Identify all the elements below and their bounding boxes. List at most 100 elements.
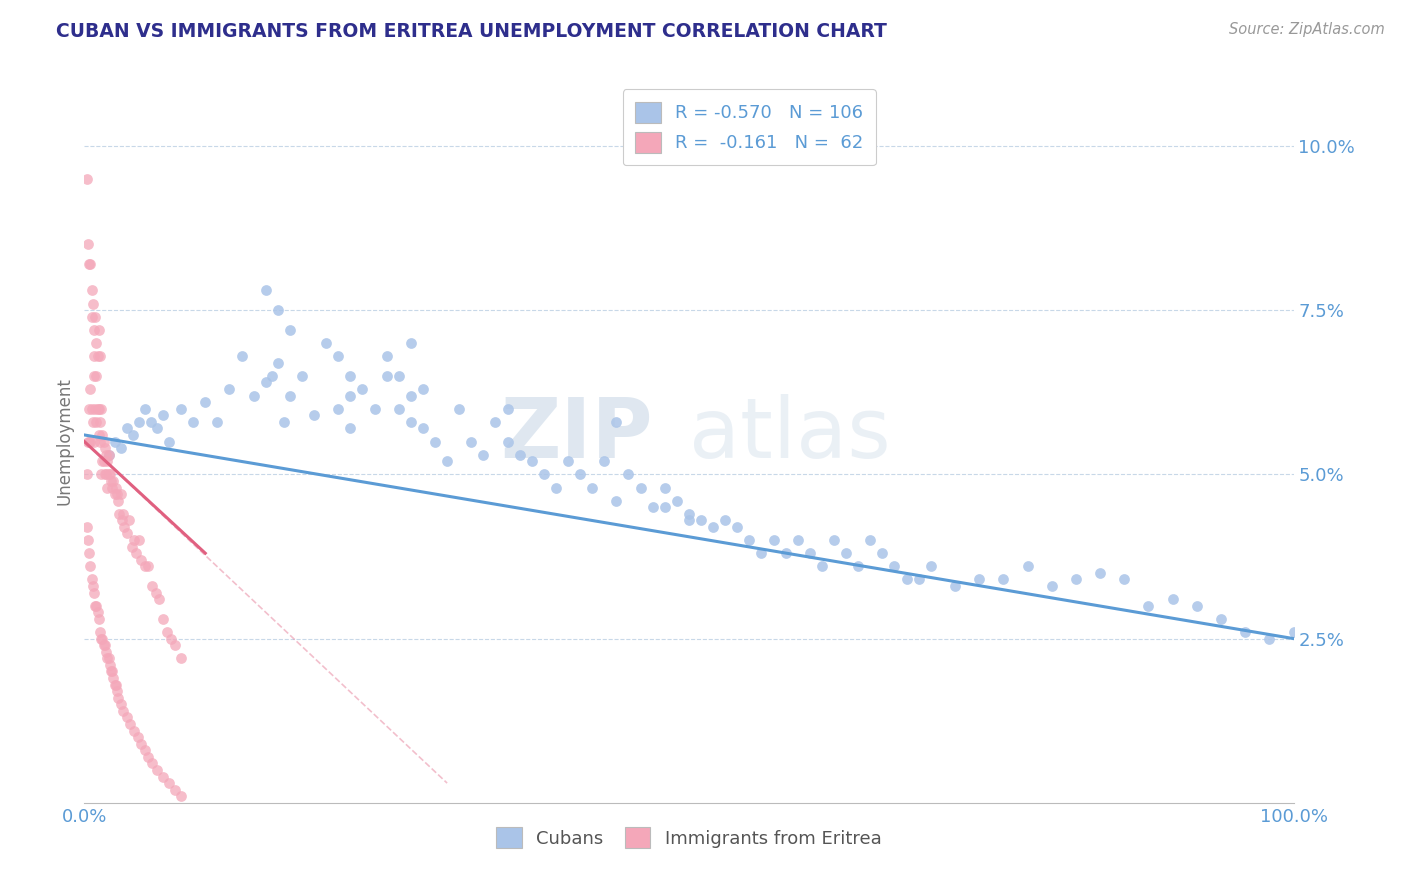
Point — [89, 434, 111, 449]
Point — [170, 401, 193, 416]
Point — [509, 448, 531, 462]
Point — [104, 434, 127, 449]
Point — [91, 454, 114, 468]
Point — [302, 409, 325, 423]
Point — [581, 481, 603, 495]
Point — [496, 401, 519, 416]
Point — [77, 401, 100, 416]
Point — [91, 428, 114, 442]
Point — [165, 638, 187, 652]
Point — [260, 368, 283, 383]
Point — [375, 349, 398, 363]
Point — [76, 467, 98, 482]
Point — [207, 415, 229, 429]
Point — [1282, 625, 1305, 640]
Point — [1185, 599, 1208, 613]
Point — [83, 585, 105, 599]
Point — [86, 605, 108, 619]
Point — [859, 533, 882, 547]
Point — [449, 401, 471, 416]
Point — [77, 257, 100, 271]
Point — [399, 388, 422, 402]
Point — [920, 559, 942, 574]
Point — [97, 448, 120, 462]
Point — [148, 592, 170, 607]
Point — [86, 336, 108, 351]
Point — [484, 415, 506, 429]
Point — [328, 349, 350, 363]
Point — [278, 388, 301, 402]
Point — [86, 415, 108, 429]
Point — [89, 349, 111, 363]
Point — [714, 513, 737, 527]
Point — [278, 323, 301, 337]
Point — [823, 533, 845, 547]
Point — [94, 448, 117, 462]
Point — [155, 625, 177, 640]
Point — [181, 415, 204, 429]
Point — [77, 434, 100, 449]
Point — [112, 704, 135, 718]
Point — [1234, 625, 1257, 640]
Point — [896, 573, 918, 587]
Point — [593, 454, 616, 468]
Point — [160, 632, 183, 646]
Point — [762, 533, 785, 547]
Point — [496, 434, 519, 449]
Point — [87, 323, 110, 337]
Point — [98, 467, 121, 482]
Point — [112, 520, 135, 534]
Point — [1017, 559, 1039, 574]
Point — [83, 323, 105, 337]
Point — [110, 487, 132, 501]
Point — [100, 665, 122, 679]
Point — [82, 415, 104, 429]
Point — [267, 356, 290, 370]
Point — [533, 467, 555, 482]
Point — [811, 559, 834, 574]
Point — [218, 382, 240, 396]
Point — [96, 651, 118, 665]
Point — [129, 553, 152, 567]
Point — [363, 401, 385, 416]
Point — [412, 382, 434, 396]
Point — [339, 421, 361, 435]
Point — [89, 625, 111, 640]
Point — [87, 428, 110, 442]
Point — [993, 573, 1015, 587]
Point — [107, 690, 129, 705]
Point — [1064, 573, 1087, 587]
Point — [472, 448, 495, 462]
Point — [388, 401, 411, 416]
Point — [125, 546, 148, 560]
Point — [104, 677, 127, 691]
Point — [1137, 599, 1160, 613]
Point — [87, 612, 110, 626]
Point — [80, 284, 103, 298]
Point — [77, 434, 100, 449]
Point — [93, 434, 115, 449]
Text: ZIP: ZIP — [501, 393, 652, 475]
Point — [122, 533, 145, 547]
Point — [641, 500, 664, 515]
Point — [134, 743, 156, 757]
Point — [399, 336, 422, 351]
Point — [170, 651, 193, 665]
Point — [375, 368, 398, 383]
Point — [104, 487, 127, 501]
Point — [128, 533, 150, 547]
Point — [103, 474, 125, 488]
Point — [112, 507, 135, 521]
Point — [157, 776, 180, 790]
Point — [388, 368, 411, 383]
Point — [83, 349, 105, 363]
Point — [139, 415, 162, 429]
Point — [775, 546, 797, 560]
Point — [89, 415, 111, 429]
Point — [846, 559, 869, 574]
Point — [738, 533, 761, 547]
Point — [141, 756, 163, 771]
Point — [111, 513, 134, 527]
Point — [412, 421, 434, 435]
Point — [907, 573, 929, 587]
